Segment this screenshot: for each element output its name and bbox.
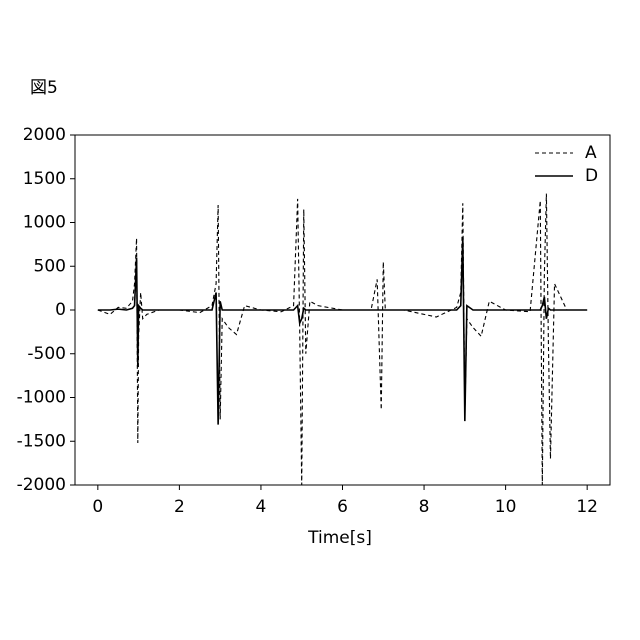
x-tick-label: 8 — [419, 497, 430, 517]
page: 図5 Time[s] -2000 -1500 -1000 -500 0 500 1000 15… — [0, 0, 640, 640]
x-axis-label: Time[s] — [307, 528, 372, 548]
series-line — [98, 194, 587, 485]
figure-label: 図5 — [30, 78, 58, 98]
y-tick-label: -1500 — [17, 431, 66, 451]
x-tick-label: 10 — [495, 497, 517, 517]
y-tick-label: -2000 — [17, 475, 66, 495]
x-tick-label: 6 — [337, 497, 348, 517]
legend-label: D — [585, 166, 598, 186]
chart: 図5 Time[s] -2000 -1500 -1000 -500 0 500 1000 15… — [0, 0, 640, 640]
y-tick-label: 0 — [55, 300, 66, 320]
y-tick-label: -1000 — [17, 388, 66, 408]
series-line — [98, 237, 587, 424]
y-tick-label: 2000 — [23, 125, 66, 145]
y-tick-label: 500 — [34, 256, 66, 276]
x-tick-label: 0 — [92, 497, 103, 517]
y-tick-label: 1000 — [23, 213, 66, 233]
legend-label: A — [585, 143, 597, 163]
x-tick-label: 2 — [174, 497, 185, 517]
x-tick-label: 4 — [256, 497, 267, 517]
y-tick-label: 1500 — [23, 169, 66, 189]
y-tick-label: -500 — [27, 344, 66, 364]
x-tick-label: 12 — [576, 497, 598, 517]
